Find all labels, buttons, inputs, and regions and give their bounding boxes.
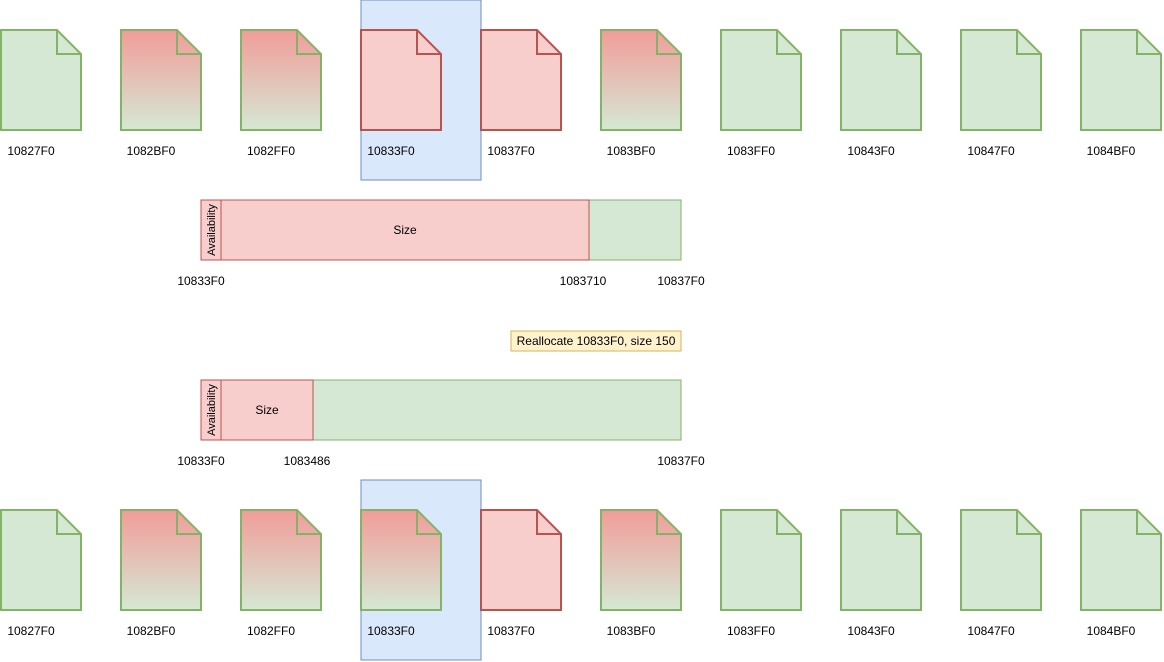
block-after-size-label: Size <box>255 403 279 417</box>
reallocate-note-text: Reallocate 10833F0, size 150 <box>517 334 676 348</box>
page-icon-10847f0 <box>960 29 1042 131</box>
page-icon-10833f0 <box>360 29 442 131</box>
page-address-label: 1083BF0 <box>607 624 656 638</box>
page-address-label: 1084BF0 <box>1087 624 1136 638</box>
page-fold-icon <box>1016 510 1041 535</box>
page-row-after: 10827F0 1082BF0 1082FF0 10833F0 10837F0 1083B… <box>0 509 1162 638</box>
block-after-end-address: 10837F0 <box>657 454 705 468</box>
page-address-label: 10837F0 <box>487 624 535 638</box>
block-before-size-label: Size <box>393 223 417 237</box>
page-address-label: 10833F0 <box>367 624 415 638</box>
block-before-split-address: 1083710 <box>560 274 607 288</box>
block-before-end-address: 10837F0 <box>657 274 705 288</box>
page-address-label: 1083BF0 <box>607 144 656 158</box>
page-address-label: 10827F0 <box>7 144 55 158</box>
page-address-label: 1083FF0 <box>727 144 775 158</box>
page-icon-10847f0 <box>960 509 1042 611</box>
block-after-start-address: 10833F0 <box>177 454 225 468</box>
page-fold-icon <box>896 510 921 535</box>
page-icon-1084bf0 <box>1080 29 1162 131</box>
page-icon-10837f0 <box>480 29 562 131</box>
page-fold-icon <box>536 30 561 55</box>
block-after-split-address: 1083486 <box>284 454 331 468</box>
block-before-availability-cell <box>200 199 222 261</box>
page-fold-icon <box>656 30 681 55</box>
page-address-label: 10843F0 <box>847 624 895 638</box>
page-icon-1083ff0 <box>720 509 802 611</box>
page-icon-10843f0 <box>840 509 922 611</box>
reallocate-note: Reallocate 10833F0, size 150 <box>510 330 682 352</box>
page-fold-icon <box>56 510 81 535</box>
page-fold-icon <box>536 510 561 535</box>
block-after-size-region <box>220 379 314 441</box>
page-address-label: 1084BF0 <box>1087 144 1136 158</box>
page-fold-icon <box>56 30 81 55</box>
page-icon-1082bf0 <box>120 29 202 131</box>
block-before-size-region <box>220 199 590 261</box>
page-fold-icon <box>1136 510 1161 535</box>
page-icon-1084bf0 <box>1080 509 1162 611</box>
page-fold-icon <box>296 30 321 55</box>
page-address-label: 1083FF0 <box>727 624 775 638</box>
page-icon-1083ff0 <box>720 29 802 131</box>
page-row-before: 10827F0 1082BF0 1082FF0 10833F0 10837F0 1083B… <box>0 29 1162 158</box>
page-icon-1083bf0 <box>600 509 682 611</box>
block-after: Availability Size 10833F0 1083486 10837F… <box>177 379 705 468</box>
page-icon-1082ff0 <box>240 29 322 131</box>
page-fold-icon <box>416 30 441 55</box>
page-fold-icon <box>296 510 321 535</box>
page-fold-icon <box>776 510 801 535</box>
block-after-availability-cell <box>200 379 222 441</box>
page-address-label: 10833F0 <box>367 144 415 158</box>
page-address-label: 10827F0 <box>7 624 55 638</box>
page-icon-10843f0 <box>840 29 922 131</box>
page-icon-1082ff0 <box>240 509 322 611</box>
page-icon-1082bf0 <box>120 509 202 611</box>
page-address-label: 10837F0 <box>487 144 535 158</box>
page-address-label: 1082BF0 <box>127 144 176 158</box>
block-before-start-address: 10833F0 <box>177 274 225 288</box>
page-fold-icon <box>1136 30 1161 55</box>
page-address-label: 1082FF0 <box>247 144 295 158</box>
page-fold-icon <box>416 510 441 535</box>
page-address-label: 10847F0 <box>967 144 1015 158</box>
page-address-label: 10847F0 <box>967 624 1015 638</box>
page-fold-icon <box>896 30 921 55</box>
page-address-label: 10843F0 <box>847 144 895 158</box>
page-fold-icon <box>776 30 801 55</box>
page-icon-10827f0 <box>0 29 82 131</box>
page-icon-10833f0 <box>360 509 442 611</box>
block-before-availability-label: Availability <box>206 204 218 256</box>
reallocate-note-box <box>510 330 682 352</box>
page-fold-icon <box>656 510 681 535</box>
block-after-availability-label: Availability <box>206 384 218 436</box>
page-address-label: 1082FF0 <box>247 624 295 638</box>
page-address-label: 1082BF0 <box>127 624 176 638</box>
page-icon-10827f0 <box>0 509 82 611</box>
page-fold-icon <box>176 510 201 535</box>
block-before: Availability Size 10833F0 1083710 10837F… <box>177 199 705 288</box>
page-icon-1083bf0 <box>600 29 682 131</box>
page-fold-icon <box>1016 30 1041 55</box>
page-icon-10837f0 <box>480 509 562 611</box>
page-fold-icon <box>176 30 201 55</box>
